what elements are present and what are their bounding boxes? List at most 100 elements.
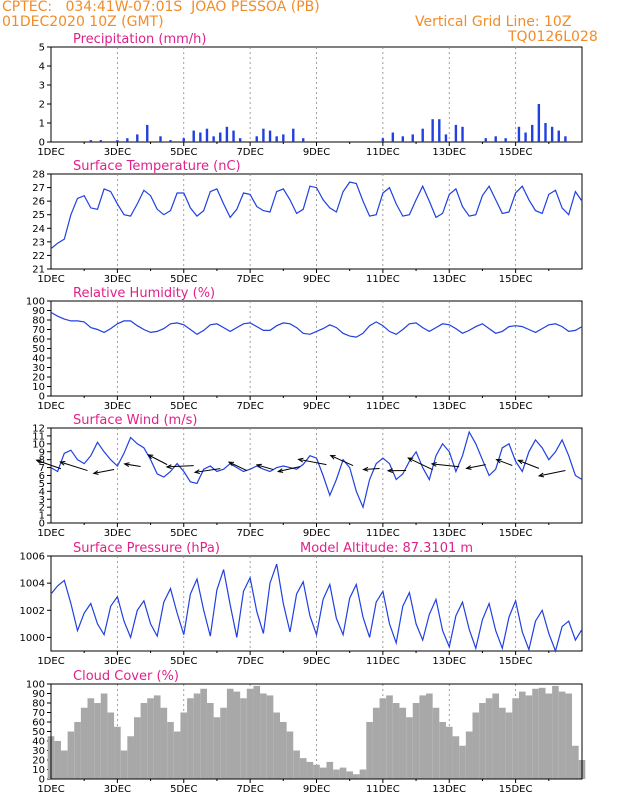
cloud-bar — [479, 703, 486, 779]
x-tick-label: 5DEC — [170, 401, 197, 412]
precip-bar — [381, 138, 385, 142]
x-tick-label: 11DEC — [366, 274, 400, 285]
wind-arrow-head — [276, 468, 284, 473]
cloud-bar — [173, 731, 181, 779]
precip-bar — [255, 136, 258, 142]
wind-arrow — [93, 468, 115, 474]
x-tick-label: 11DEC — [366, 784, 400, 795]
cloud-bar — [226, 688, 234, 779]
x-tick-label: 1DEC — [37, 784, 64, 795]
wind-arrow-head — [227, 461, 235, 467]
wind-arrow — [538, 469, 566, 477]
precip-bar — [557, 130, 560, 142]
cloud-bar — [60, 750, 68, 779]
cloud-bar — [220, 707, 227, 779]
precip-bar — [126, 138, 129, 142]
x-tick-label: 9DEC — [303, 147, 330, 158]
cloud-bar — [333, 769, 340, 779]
wind-arrow — [194, 468, 221, 473]
cloud-bar — [74, 722, 81, 779]
panel-title: Relative Humidity (%) — [73, 286, 215, 301]
header-station: CPTEC: 034:41W-07:01S JOAO PESSOA (PB) — [2, 0, 320, 15]
x-tick-label: 13DEC — [432, 656, 466, 667]
y-tick-label: 5 — [39, 43, 45, 54]
header-date: 01DEC2020 10Z (GMT) — [2, 14, 164, 30]
series-line — [50, 181, 583, 250]
precip-bar — [169, 140, 172, 142]
y-tick-label: 80 — [32, 699, 45, 710]
cloud-bar — [525, 695, 533, 779]
x-tick-label: 9DEC — [303, 401, 330, 412]
cloud-bar — [366, 722, 373, 779]
x-tick-label: 5DEC — [170, 274, 197, 285]
precip-bar — [391, 132, 395, 142]
x-tick-label: 15DEC — [499, 147, 533, 158]
precip-bar — [401, 136, 404, 142]
y-tick-label: 2 — [39, 503, 45, 514]
wind-arrow — [408, 457, 433, 471]
wind-arrow-head — [386, 468, 393, 474]
cloud-bar — [452, 736, 460, 779]
cloud-bar — [306, 761, 314, 779]
precip-bar — [99, 140, 102, 142]
x-tick-label: 15DEC — [499, 528, 533, 539]
cloud-bar — [512, 698, 519, 779]
cloud-bar — [313, 764, 320, 779]
x-tick-label: 1DEC — [37, 274, 64, 285]
cloud-bar — [133, 717, 141, 779]
y-tick-label: 1 — [39, 119, 45, 130]
x-tick-label: 1DEC — [37, 656, 64, 667]
cloud-bar — [419, 695, 427, 779]
precip-bar — [550, 126, 554, 142]
y-tick-label: 2 — [39, 100, 45, 111]
y-tick-label: 90 — [32, 306, 45, 317]
x-tick-label: 3DEC — [104, 401, 131, 412]
x-tick-label: 15DEC — [499, 784, 533, 795]
wind-arrow — [278, 466, 301, 473]
cloud-bar — [532, 688, 539, 779]
cloud-bar — [485, 698, 493, 779]
wind-arrow-head — [465, 465, 472, 470]
y-tick-label: 3 — [39, 81, 45, 92]
y-tick-label: 60 — [32, 335, 45, 346]
x-tick-label: 1DEC — [37, 528, 64, 539]
cloud-bar — [293, 750, 300, 779]
x-tick-label: 13DEC — [432, 528, 466, 539]
wind-arrow — [496, 459, 513, 466]
y-tick-label: 28 — [32, 170, 45, 181]
x-tick-label: 9DEC — [303, 274, 330, 285]
cloud-bar — [240, 698, 247, 779]
x-tick-label: 7DEC — [236, 528, 263, 539]
precip-bar — [136, 134, 139, 142]
wind-arrow-head — [255, 463, 263, 469]
y-tick-label: 24 — [32, 224, 45, 235]
precip-bar — [438, 119, 441, 142]
precip-bar — [421, 128, 424, 142]
x-tick-label: 11DEC — [366, 656, 400, 667]
y-tick-label: 30 — [32, 363, 45, 374]
cloud-bar — [552, 685, 559, 779]
cloud-bar — [180, 712, 188, 779]
cloud-bar — [445, 726, 453, 779]
cloud-bar — [54, 741, 61, 779]
cloud-bar — [253, 685, 261, 779]
y-tick-label: 20 — [32, 756, 45, 767]
x-tick-label: 15DEC — [499, 274, 533, 285]
y-tick-label: 1 — [39, 511, 45, 522]
cloud-bar — [160, 707, 168, 779]
y-tick-label: 7 — [39, 463, 45, 474]
cloud-bar — [153, 695, 161, 779]
y-tick-label: 11 — [32, 431, 45, 442]
x-tick-label: 7DEC — [236, 401, 263, 412]
precip-bar — [232, 130, 235, 142]
panel-title: Surface Temperature (nC) — [73, 159, 241, 174]
y-tick-label: 1006 — [20, 552, 45, 563]
precip-bar — [268, 130, 272, 142]
y-tick-label: 22 — [32, 251, 45, 262]
wind-arrow-head — [329, 454, 336, 460]
cloud-bar — [279, 722, 287, 779]
y-tick-label: 6 — [39, 471, 45, 482]
precip-bar — [282, 134, 285, 142]
y-tick-label: 20 — [32, 373, 45, 384]
